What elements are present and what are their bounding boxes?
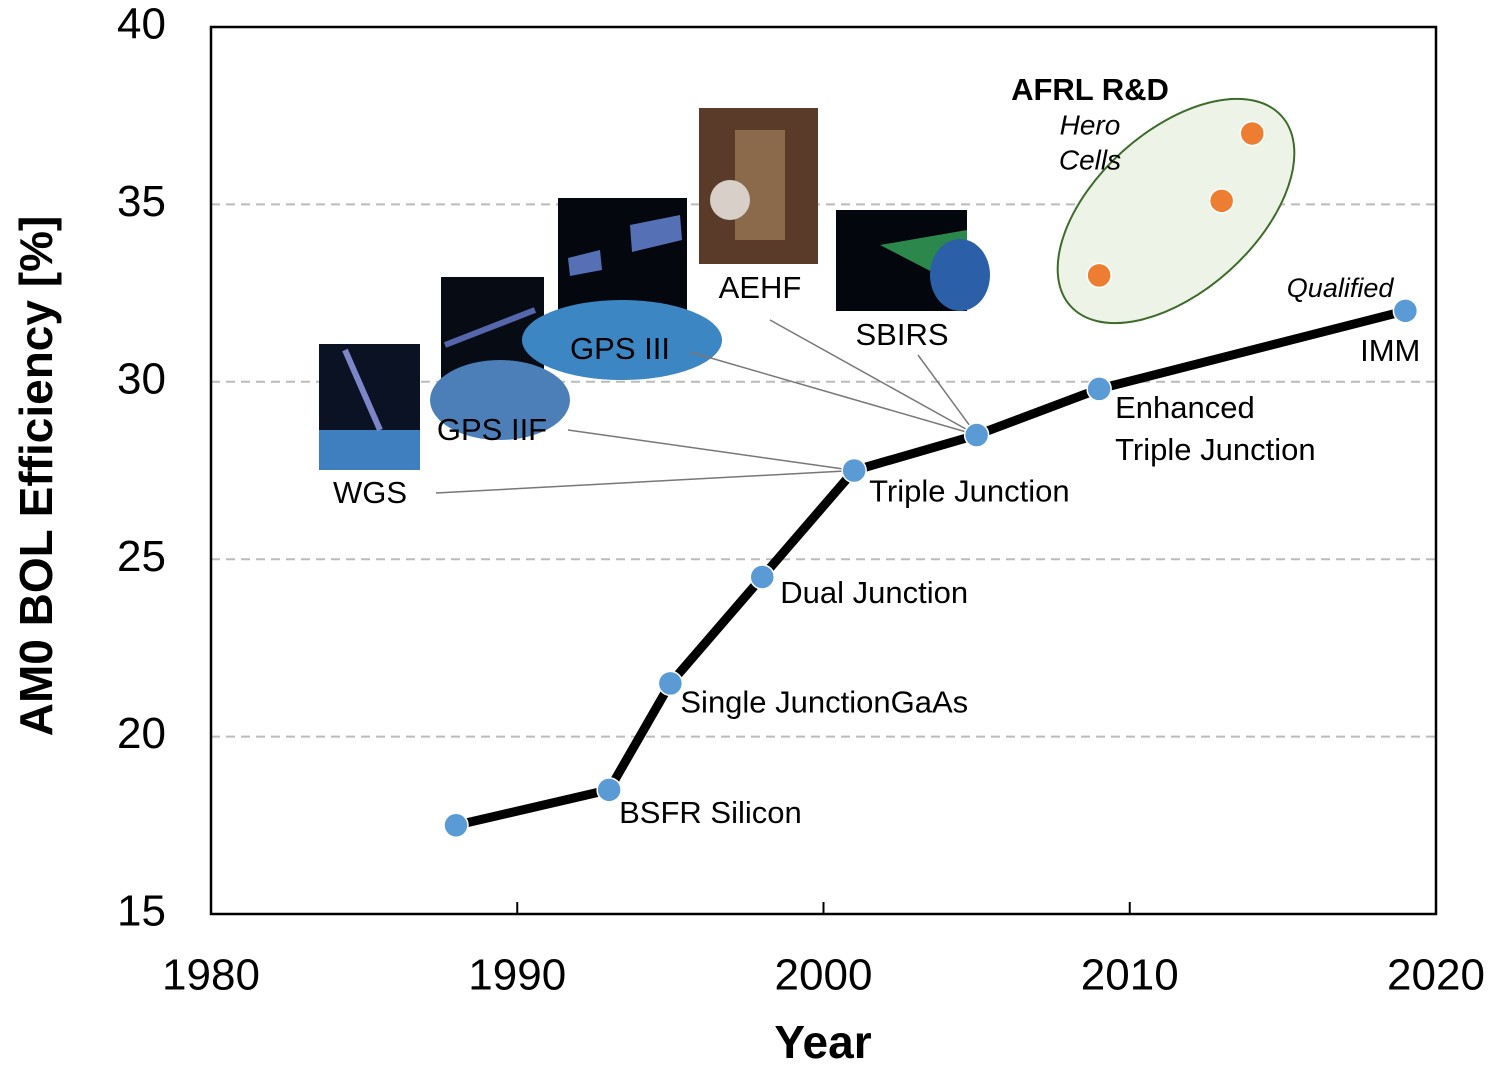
x-tick-label: 2010 <box>1081 951 1179 1000</box>
hero-title: AFRL R&D <box>1011 72 1169 107</box>
satellite-label: AEHF <box>719 270 802 305</box>
point-note: Qualified <box>1287 273 1395 303</box>
marker <box>841 457 867 484</box>
hero-line: Cells <box>1059 144 1121 175</box>
marker <box>1392 298 1419 324</box>
x-tick-label: 1980 <box>162 951 260 1000</box>
hero-line: Hero <box>1060 109 1121 140</box>
leader-line <box>689 351 977 436</box>
point-label: Dual Junction <box>780 575 968 610</box>
leader-line <box>435 469 855 494</box>
x-tick-label: 2000 <box>775 951 873 1000</box>
x-axis-title: Year <box>774 1016 871 1068</box>
point-label: IMM <box>1360 333 1420 368</box>
hero-region <box>1056 97 1296 325</box>
marker <box>1086 376 1112 402</box>
point-label: BSFR Silicon <box>619 795 802 830</box>
satellite-label: GPS III <box>570 331 670 366</box>
marker <box>1086 262 1112 289</box>
leader-line <box>769 319 977 436</box>
leader-line <box>567 429 855 472</box>
marker <box>1208 188 1235 214</box>
x-tick-label: 2020 <box>1387 951 1485 1000</box>
satellite-label: SBIRS <box>855 317 948 352</box>
y-tick-label: 20 <box>117 709 166 758</box>
x-tick-label: 1990 <box>468 951 566 1000</box>
leader-line <box>917 354 978 436</box>
marker <box>657 670 684 697</box>
marker <box>443 812 469 839</box>
y-tick-label: 30 <box>117 354 166 403</box>
satellite-label: WGS <box>333 475 407 510</box>
grid <box>211 203 1436 738</box>
marker <box>596 777 622 803</box>
marker <box>963 422 990 448</box>
point-label: Enhanced <box>1115 390 1255 425</box>
point-label: Single JunctionGaAs <box>680 685 968 720</box>
y-tick-label: 15 <box>117 887 166 936</box>
y-axis-title: AM0 BOL Efficiency [%] <box>10 216 62 737</box>
plot-frame <box>209 25 1438 916</box>
line <box>454 306 1407 830</box>
y-tick-label: 25 <box>117 532 166 581</box>
satellite-label: GPS IIF <box>437 412 547 447</box>
satellite-images <box>319 108 990 470</box>
point-label: Triple Junction <box>869 474 1069 509</box>
marker <box>749 564 775 590</box>
marker <box>1239 120 1265 147</box>
point-label: Triple Junction <box>1115 432 1315 467</box>
y-tick-label: 35 <box>117 177 166 226</box>
y-tick-label: 40 <box>117 0 166 49</box>
